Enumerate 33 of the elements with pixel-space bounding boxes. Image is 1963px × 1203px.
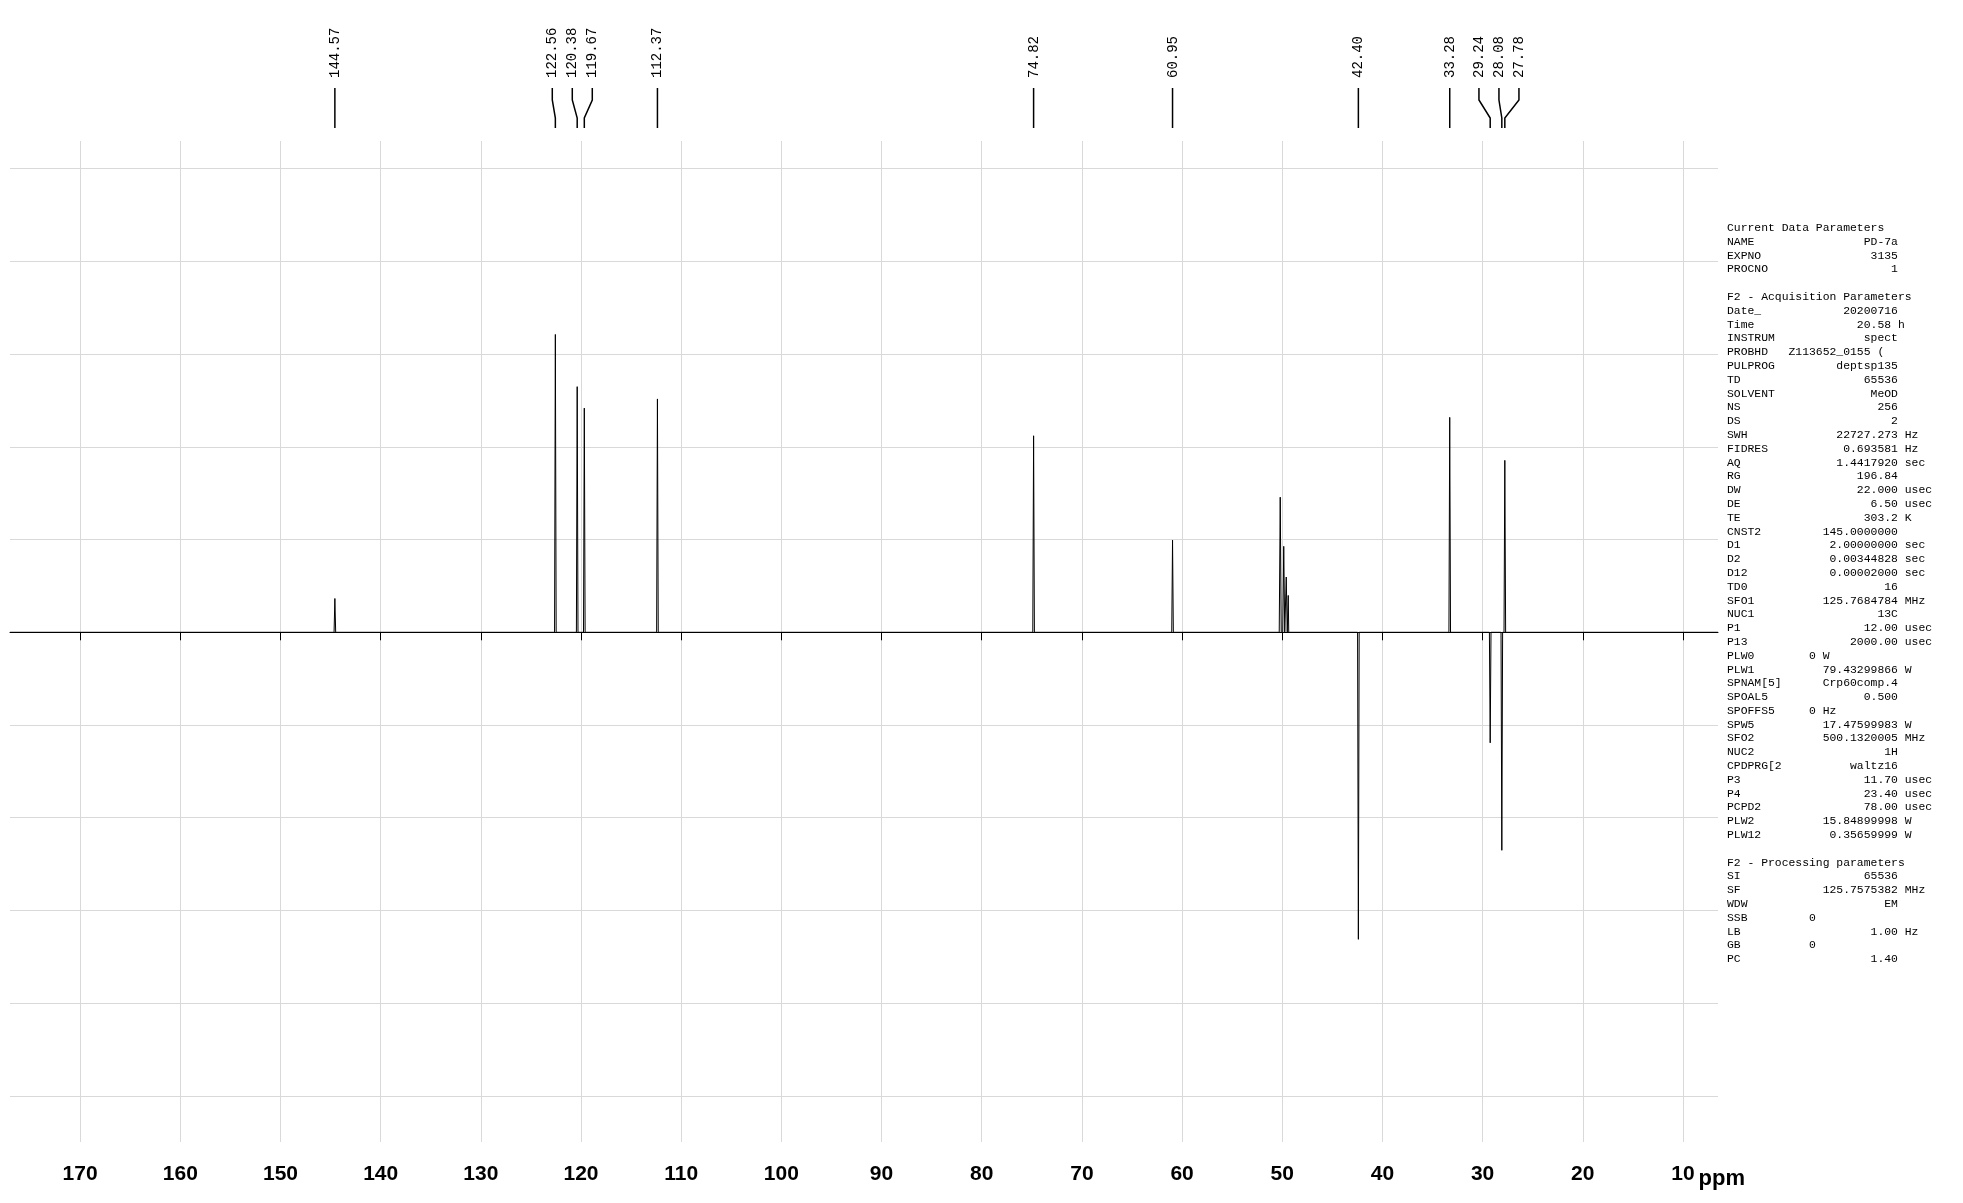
annotation: 112.37 bbox=[649, 27, 666, 78]
x-tick-label: 130 bbox=[463, 1161, 499, 1184]
x-tick-label: 40 bbox=[1370, 1161, 1395, 1184]
x-tick-label: 10 bbox=[1671, 1161, 1695, 1184]
x-tick-label: 150 bbox=[262, 1161, 298, 1184]
annotation: 60.95 bbox=[1164, 35, 1181, 78]
x-tick-label: 90 bbox=[869, 1161, 894, 1184]
annotation: 42.40 bbox=[1350, 35, 1367, 78]
x-axis-title: ppm bbox=[1698, 1164, 1746, 1190]
x-tick-label: 50 bbox=[1270, 1161, 1294, 1184]
annotation: 119.67 bbox=[584, 27, 601, 78]
annotation: 33.28 bbox=[1441, 35, 1458, 78]
x-tick-label: 160 bbox=[162, 1161, 198, 1184]
annotation: 28.08 bbox=[1490, 35, 1507, 78]
text: Current Data Parameters NAME PD-7a EXPNO 3135 PROCNO 1 bbox=[1727, 222, 1899, 278]
annotation: 144.57 bbox=[326, 27, 343, 78]
x-tick-label: 80 bbox=[970, 1161, 994, 1184]
x-tick-label: 110 bbox=[664, 1161, 699, 1184]
annotation: 29.24 bbox=[1470, 35, 1487, 78]
text: F2 - Processing parameters SI 65536 SF 125.7575382 MHz WDW EM SSB 0 LB 1.00 Hz GB 0 PC 1.40 bbox=[1727, 856, 1927, 968]
annotation: 122.56 bbox=[544, 27, 561, 78]
x-tick-label: 30 bbox=[1470, 1161, 1495, 1184]
annotation: 74.82 bbox=[1025, 35, 1042, 78]
text: F2 - Acquisition Parameters Date_ 20200716 Time 20.58 h INSTRUM spect PROBHD Z113652_0155 ( PULPROG deptsp135 TD 65536 SOLVENT MeOD NS 256 DS 2 SWH 22727.273 Hz FIDRES 0.693581 Hz AQ 1.4417920 sec RG 196.84 DW 22.000 usec DE 6.50 usec TE 303.2 K CNST2 145.0000000 D1 2.00000000 sec D2 0.00344828 sec D12 0.00002000 sec TD0 16 SFO1 125.7684784 MHz NUC1 13C P1 12.00 usec P13 2000.00 usec PLW0 0 W PLW1 79.43299866 W SPNAM[5] Crp60comp.4 SPOAL5 0.500 SPOFFS5 0 Hz SPW5 17.47599983 W SFO2 500.1320005 MHz NUC2 1H CPDPRG[2 waltz16 P3 11.70 usec P4 23.40 usec PCPD2 78.00 usec PLW2 15.84899998 W PLW12 0.35659999 W bbox=[1727, 290, 1933, 842]
x-tick-label: 120 bbox=[563, 1161, 599, 1184]
x-tick-label: 70 bbox=[1070, 1161, 1094, 1184]
x-tick-label: 100 bbox=[763, 1161, 799, 1184]
annotation: 120.38 bbox=[564, 27, 581, 78]
x-tick-label: 20 bbox=[1571, 1161, 1595, 1184]
x-tick-label: 60 bbox=[1170, 1161, 1194, 1184]
x-tick-label: 140 bbox=[363, 1161, 399, 1184]
annotation: 27.78 bbox=[1510, 35, 1527, 78]
x-tick-label: 170 bbox=[62, 1161, 98, 1184]
